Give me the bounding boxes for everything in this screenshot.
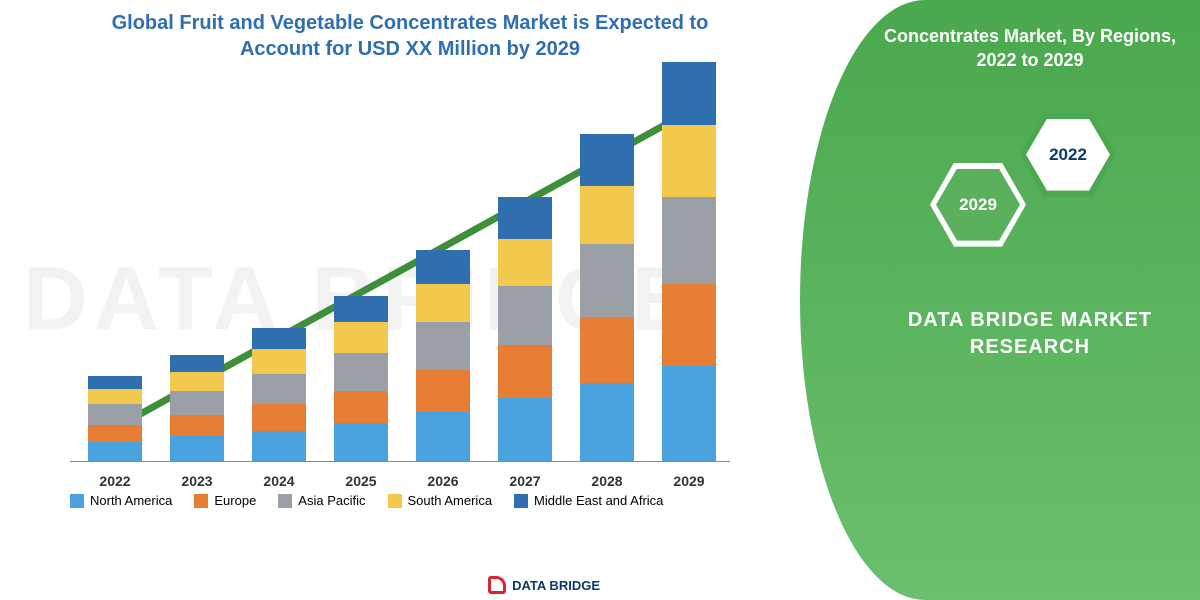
footer-logo-text: DATA BRIDGE: [512, 578, 600, 593]
x-axis-label: 2024: [239, 473, 319, 489]
right-title-line1: Concentrates Market, By Regions,: [884, 24, 1176, 48]
legend-item: Asia Pacific: [278, 493, 365, 508]
legend-label: North America: [90, 493, 172, 508]
bar-2026: 2026: [416, 250, 470, 461]
legend: North America Europe Asia Pacific South Ame…: [70, 493, 770, 508]
chart-title-line2: Account for USD XX Million by 2029: [40, 36, 780, 62]
x-axis-label: 2026: [403, 473, 483, 489]
bar-seg: [88, 442, 142, 461]
x-axis-label: 2023: [157, 473, 237, 489]
bar-seg: [334, 391, 388, 423]
bar-seg: [416, 370, 470, 412]
legend-swatch: [388, 494, 402, 508]
bar-seg: [498, 398, 552, 461]
left-panel: Global Fruit and Vegetable Concentrates …: [0, 0, 800, 600]
chart-title: Global Fruit and Vegetable Concentrates …: [40, 10, 780, 62]
bar-seg: [580, 383, 634, 461]
bar-2025: 2025: [334, 296, 388, 461]
chart-area: 20222023202420252026202720282029 North A…: [40, 72, 760, 502]
bar-2027: 2027: [498, 197, 552, 461]
bar-2023: 2023: [170, 355, 224, 461]
bar-seg: [580, 317, 634, 384]
x-axis-label: 2025: [321, 473, 401, 489]
bar-seg: [416, 412, 470, 461]
right-panel: Concentrates Market, By Regions, 2022 to…: [800, 0, 1200, 600]
bar-2029: 2029: [662, 62, 716, 461]
bar-2022: 2022: [88, 376, 142, 461]
hexagon-2029: 2029: [930, 163, 1026, 247]
x-axis-label: 2027: [485, 473, 565, 489]
bar-seg: [88, 425, 142, 442]
right-title: Concentrates Market, By Regions, 2022 to…: [884, 24, 1176, 73]
legend-swatch: [278, 494, 292, 508]
bar-seg: [498, 239, 552, 287]
footer-logo-icon: [488, 576, 506, 594]
legend-item: South America: [388, 493, 493, 508]
legend-label: Middle East and Africa: [534, 493, 663, 508]
bar-seg: [88, 404, 142, 425]
plot-area: 20222023202420252026202720282029: [70, 82, 730, 462]
bar-seg: [334, 296, 388, 323]
bar-seg: [88, 376, 142, 389]
bar-seg: [252, 374, 306, 404]
bar-seg: [580, 186, 634, 245]
right-title-line2: 2022 to 2029: [884, 48, 1176, 72]
bar-seg: [416, 322, 470, 370]
legend-label: Asia Pacific: [298, 493, 365, 508]
bar-seg: [662, 62, 716, 125]
x-axis-label: 2029: [649, 473, 729, 489]
legend-item: North America: [70, 493, 172, 508]
legend-swatch: [514, 494, 528, 508]
x-axis-label: 2028: [567, 473, 647, 489]
bar-seg: [580, 244, 634, 316]
bar-seg: [252, 431, 306, 461]
bar-2024: 2024: [252, 328, 306, 461]
bar-seg: [88, 389, 142, 404]
bar-seg: [170, 391, 224, 416]
bar-seg: [252, 328, 306, 349]
bar-seg: [334, 353, 388, 391]
bar-seg: [662, 366, 716, 461]
bar-seg: [416, 250, 470, 284]
bar-seg: [662, 284, 716, 366]
bar-seg: [252, 349, 306, 374]
footer-logo: DATA BRIDGE: [488, 576, 600, 594]
hexagon-2029-label: 2029: [936, 169, 1020, 241]
chart-title-line1: Global Fruit and Vegetable Concentrates …: [40, 10, 780, 36]
legend-swatch: [70, 494, 84, 508]
bar-seg: [662, 197, 716, 284]
bar-seg: [662, 125, 716, 197]
bar-seg: [170, 372, 224, 391]
bar-seg: [334, 423, 388, 461]
brand-line2: RESEARCH: [908, 334, 1152, 361]
x-axis-label: 2022: [75, 473, 155, 489]
legend-label: South America: [408, 493, 493, 508]
legend-item: Middle East and Africa: [514, 493, 663, 508]
bar-seg: [498, 197, 552, 239]
bar-seg: [416, 284, 470, 322]
legend-item: Europe: [194, 493, 256, 508]
brand-line1: DATA BRIDGE MARKET: [908, 307, 1152, 334]
bar-seg: [580, 134, 634, 185]
bar-seg: [252, 404, 306, 431]
bar-seg: [170, 436, 224, 461]
bar-seg: [498, 286, 552, 345]
bar-2028: 2028: [580, 134, 634, 461]
legend-swatch: [194, 494, 208, 508]
brand-text: DATA BRIDGE MARKET RESEARCH: [908, 307, 1152, 361]
page-root: DATA BRIDGE Global Fruit and Vegetable C…: [0, 0, 1200, 600]
legend-label: Europe: [214, 493, 256, 508]
bar-seg: [170, 415, 224, 436]
bar-seg: [334, 322, 388, 352]
bar-seg: [170, 355, 224, 372]
bar-seg: [498, 345, 552, 398]
hexagon-2022-label: 2022: [1026, 119, 1110, 191]
hexagon-2022: 2022: [1020, 113, 1116, 197]
hexagon-group: 2029 2022: [930, 103, 1130, 273]
